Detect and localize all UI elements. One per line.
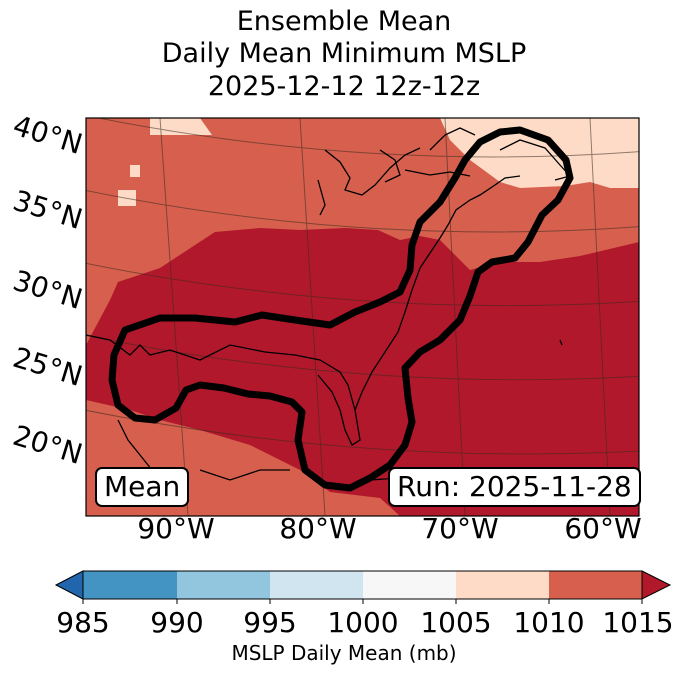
colorbar-tick-label: 1010 <box>513 606 585 639</box>
colorbar-segment-1005-1010 <box>456 571 549 599</box>
colorbar-tick-label: 995 <box>243 606 297 639</box>
map-frame <box>85 117 640 517</box>
colorbar-segment-985-990 <box>83 571 177 599</box>
graticule <box>86 118 639 516</box>
colorbar-tick-label: 985 <box>56 606 110 639</box>
pressure-band-1005-1010-nw <box>150 118 212 135</box>
colorbar-tick-label: 990 <box>150 606 204 639</box>
chart-title-line-2: Daily Mean Minimum MSLP <box>161 38 527 69</box>
colorbar-tick-label: 1005 <box>420 606 492 639</box>
colorbar-extend-low <box>54 570 84 600</box>
colorbar <box>54 570 672 604</box>
colorbar-tick-marks <box>82 599 643 604</box>
probability-contour <box>108 126 574 492</box>
colorbar-segment-995-1000 <box>270 571 363 599</box>
run-date-label-box: Run: 2025-11-28 <box>388 467 641 507</box>
pressure-band-above-1015 <box>86 228 639 516</box>
lon-label-90w: 90°W <box>137 512 215 545</box>
colorbar-tick-label: 1015 <box>602 606 674 639</box>
lon-label-70w: 70°W <box>421 512 499 545</box>
colorbar-extend-high <box>641 570 672 600</box>
colorbar-segment-990-995 <box>177 571 270 599</box>
pressure-band-1005-1010-spot <box>130 165 140 177</box>
colorbar-segment-1000-1005 <box>363 571 456 599</box>
colorbar-segment-1010-1015 <box>549 571 642 599</box>
mean-label-box: Mean <box>95 467 190 507</box>
colorbar-tick-label: 1000 <box>327 606 399 639</box>
lon-label-80w: 80°W <box>279 512 357 545</box>
chart-title-line-1: Ensemble Mean <box>236 6 452 37</box>
chart-title-line-3: 2025-12-12 12z-12z <box>207 71 481 102</box>
colorbar-label: MSLP Daily Mean (mb) <box>231 641 457 665</box>
map-panel <box>86 118 639 516</box>
lon-label-60w: 60°W <box>564 512 642 545</box>
